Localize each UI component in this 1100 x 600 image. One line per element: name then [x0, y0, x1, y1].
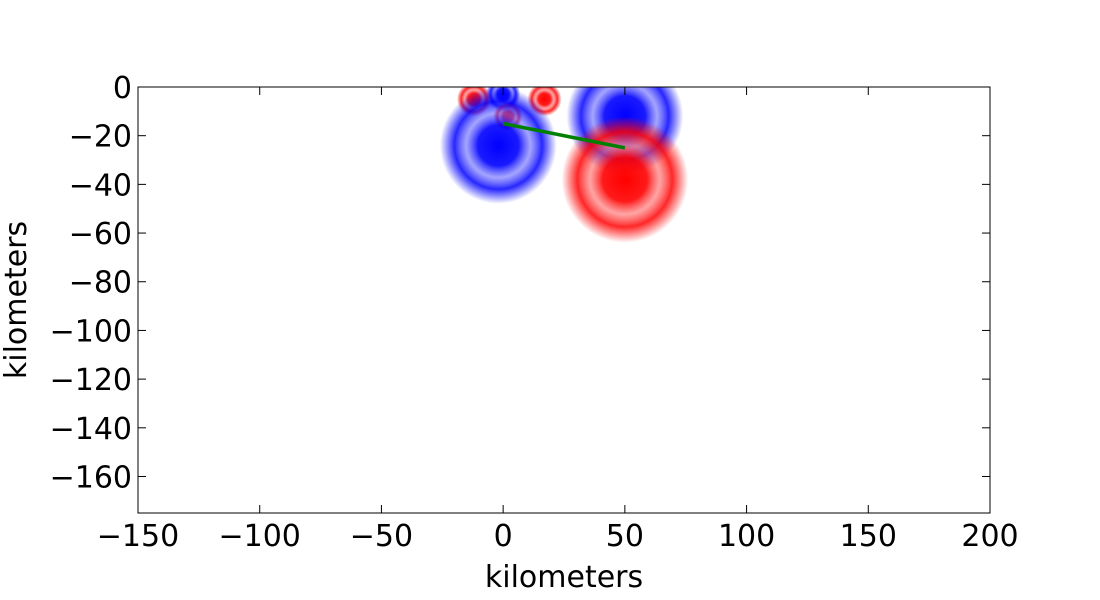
x-tick-label: 150: [840, 519, 897, 554]
field-lobe-negative: [439, 87, 557, 204]
y-tick-label: −100: [50, 314, 132, 349]
fault-line: [502, 121, 626, 150]
y-tick-label: −140: [50, 412, 132, 447]
y-tick-label: −80: [69, 266, 132, 301]
y-tick-label: −160: [50, 460, 132, 495]
y-tick-label: −20: [69, 120, 132, 155]
plot-area: [138, 87, 990, 513]
y-ticks: 0 −20 −40 −60 −80 −100 −120 −140 −160: [50, 71, 990, 495]
x-tick-label: 100: [718, 519, 775, 554]
x-tick-label: −100: [219, 519, 301, 554]
x-tick-label: 50: [606, 519, 644, 554]
x-tick-label: −50: [350, 519, 413, 554]
x-tick-label: −150: [97, 519, 179, 554]
field-lobe-positive: [561, 116, 689, 243]
plot-frame: [137, 86, 991, 514]
y-tick-label: 0: [113, 71, 132, 106]
y-axis-label: kilometers: [0, 221, 34, 379]
x-ticks: −150 −100 −50 0 50 100 150 200: [97, 87, 1019, 554]
x-tick-label: 200: [961, 519, 1018, 554]
y-tick-label: −120: [50, 363, 132, 398]
y-tick-label: −40: [69, 168, 132, 203]
y-tick-label: −60: [69, 217, 132, 252]
line-layer: [502, 121, 626, 150]
x-axis-label: kilometers: [485, 560, 643, 595]
x-tick-label: 0: [494, 519, 513, 554]
field-layer: [439, 87, 689, 243]
